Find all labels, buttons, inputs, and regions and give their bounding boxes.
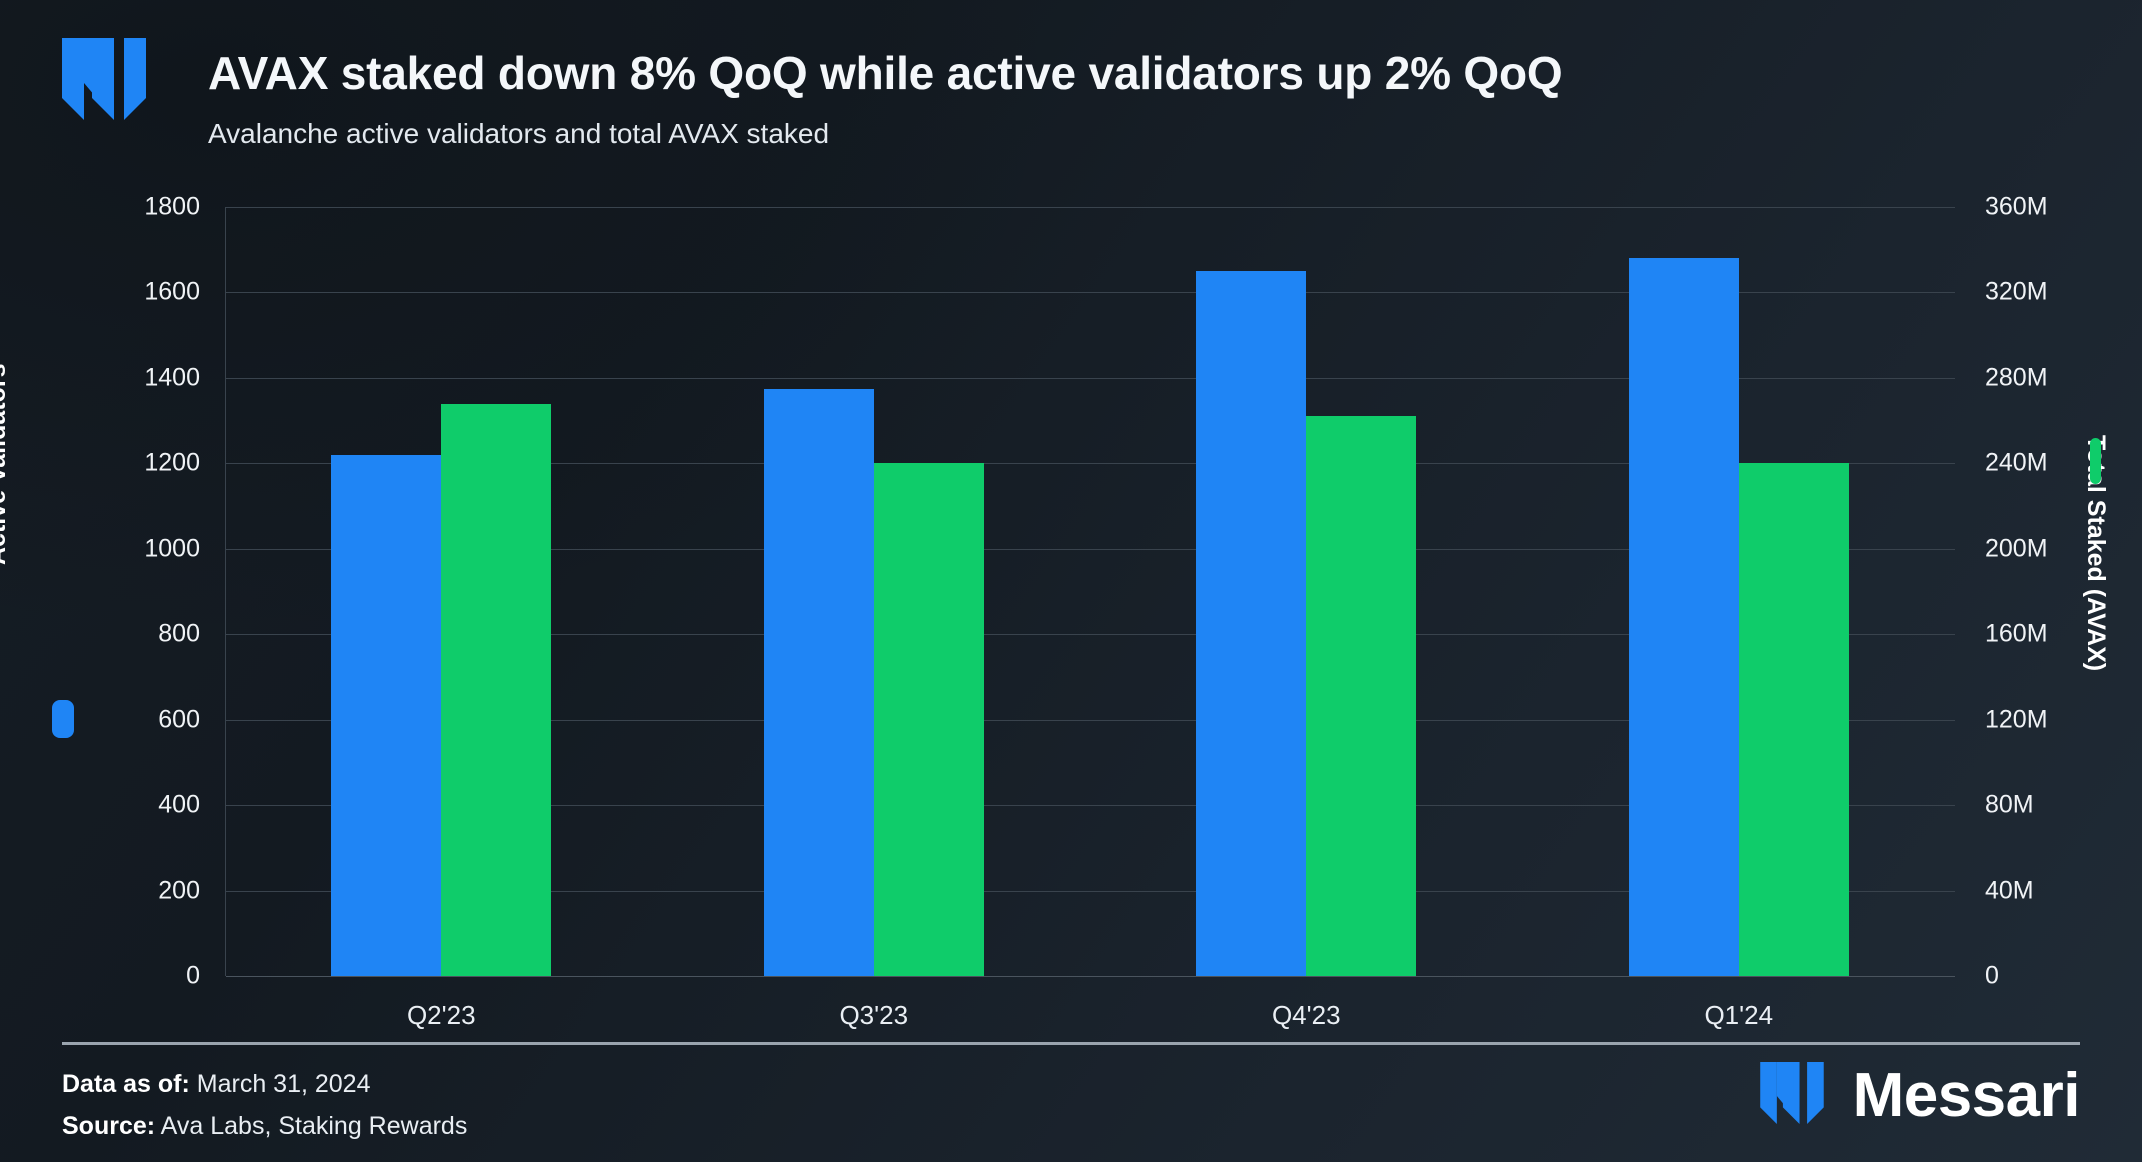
x-axis-tick: Q1'24	[1704, 1000, 1774, 1030]
page-title: AVAX staked down 8% QoQ while active val…	[208, 47, 1563, 99]
right-axis-tick: 280M	[1985, 363, 2048, 392]
right-axis-tick: 360M	[1985, 192, 2048, 221]
source: Source: Ava Labs, Staking Rewards	[62, 1112, 467, 1141]
right-axis-tick: 0	[1985, 961, 1999, 990]
gridline	[226, 634, 1955, 636]
gridline	[226, 548, 1955, 550]
left-axis-tick: 1400	[144, 363, 200, 392]
left-axis-tick: 1600	[144, 277, 200, 306]
data-as-of-value: March 31, 2024	[196, 1070, 371, 1098]
bar-total-staked	[1738, 463, 1849, 976]
bar-active-validators	[1628, 258, 1739, 976]
gridline	[226, 719, 1955, 721]
footer-divider	[62, 1042, 2080, 1045]
left-axis-tick: 400	[158, 790, 200, 819]
bar-total-staked	[1306, 416, 1417, 976]
data-as-of: Data as of: March 31, 2024	[62, 1070, 370, 1099]
gridline	[226, 805, 1955, 807]
plot-grid	[225, 207, 1955, 977]
right-axis-tick: 80M	[1985, 790, 2034, 819]
gridline	[226, 377, 1955, 379]
right-axis-tick: 40M	[1985, 876, 2034, 905]
bar-active-validators	[331, 454, 442, 976]
bar-total-staked	[873, 463, 984, 976]
source-label: Source:	[62, 1112, 156, 1140]
legend-marker-total-staked	[2090, 438, 2101, 484]
x-axis-tick: Q2'23	[406, 1000, 476, 1030]
left-axis-tick: 1800	[144, 192, 200, 221]
gridline	[226, 890, 1955, 892]
source-value: Ava Labs, Staking Rewards	[160, 1112, 468, 1140]
gridline	[226, 976, 1955, 977]
right-axis-tick: 120M	[1985, 705, 2048, 734]
left-axis-tick: 200	[158, 876, 200, 905]
gridline	[226, 463, 1955, 465]
left-axis-tick: 0	[186, 961, 200, 990]
legend-marker-active-validators	[52, 700, 74, 738]
chart-header: AVAX staked down 8% QoQ while active val…	[0, 0, 2142, 175]
x-axis-tick: Q3'23	[839, 1000, 909, 1030]
brand-lockup: Messari	[1759, 1060, 2081, 1130]
right-axis-tick: 320M	[1985, 277, 2048, 306]
bar-active-validators	[1196, 271, 1307, 976]
messari-logo-icon	[62, 38, 154, 120]
bar-active-validators	[763, 388, 874, 976]
bar-total-staked	[441, 403, 552, 976]
x-axis-tick: Q4'23	[1271, 1000, 1341, 1030]
gridline	[226, 207, 1955, 208]
page-subtitle: Avalanche active validators and total AV…	[208, 118, 830, 149]
brand-name: Messari	[1852, 1060, 2081, 1130]
left-axis-tick: 1000	[144, 534, 200, 563]
left-axis-tick: 1200	[144, 448, 200, 477]
gridline	[226, 292, 1955, 294]
left-axis-tick: 800	[158, 619, 200, 648]
left-axis-title: Active Validators	[0, 363, 11, 565]
bars-layer	[225, 207, 1955, 976]
data-as-of-label: Data as of:	[62, 1070, 190, 1098]
messari-logo-footer-icon	[1759, 1062, 1831, 1129]
left-axis-tick: 600	[158, 705, 200, 734]
